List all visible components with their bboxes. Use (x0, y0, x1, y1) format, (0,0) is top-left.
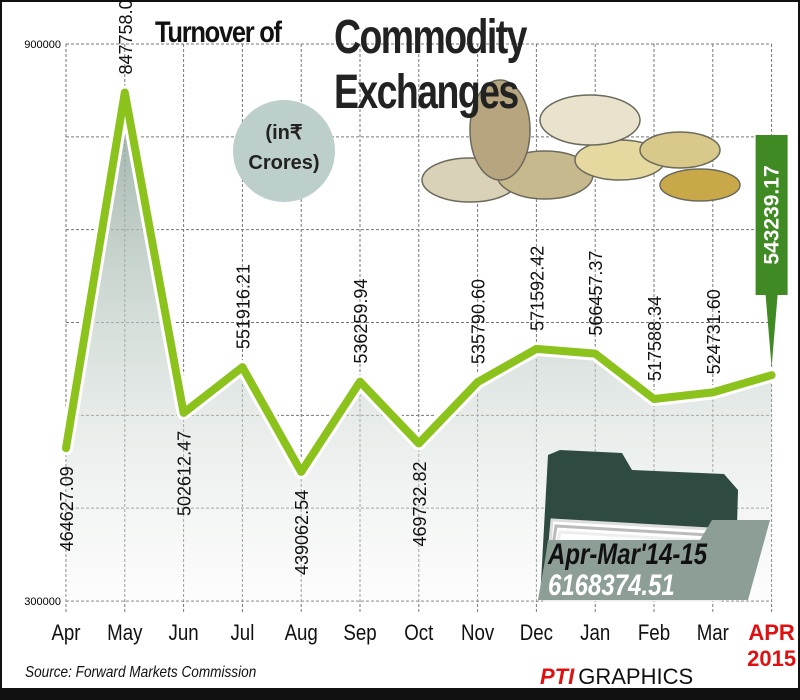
x-tick-label: Oct (404, 622, 433, 646)
value-badge-pointer (765, 295, 778, 368)
pti-logo: PTI (540, 664, 575, 689)
y-tick-label: 900000 (24, 39, 61, 51)
summary-total: 6168374.51 (548, 567, 675, 601)
y-tick-label: 300000 (24, 596, 61, 608)
value-label: 502612.47 (175, 431, 195, 516)
value-label: 464627.09 (57, 466, 77, 551)
data-point (593, 351, 598, 356)
unit-line2: Crores) (248, 152, 320, 174)
grain-bowl (639, 131, 721, 169)
data-point (416, 441, 421, 446)
title-part2: Commodity Exchanges (334, 11, 527, 119)
value-label: 469732.82 (410, 461, 430, 546)
value-label: 535790.60 (469, 279, 489, 364)
value-label: 517588.34 (645, 296, 665, 381)
grains-illustration (421, 79, 741, 203)
data-point (710, 390, 715, 395)
x-tick-label: Jun (169, 622, 199, 646)
data-point (122, 90, 127, 95)
data-point (534, 346, 539, 351)
x-tick-label: Jan (580, 622, 610, 646)
value-label: 524731.60 (704, 289, 724, 374)
value-label: 847758.04 (116, 0, 136, 74)
data-point (475, 380, 480, 385)
grain-bowl (539, 94, 641, 146)
data-point (299, 469, 304, 474)
x-tick-label: Nov (461, 622, 495, 646)
data-point (652, 397, 656, 402)
credit-text: GRAPHICS (578, 664, 694, 689)
x-tick-label: Apr (51, 622, 80, 646)
unit-line1: (in₹ (265, 122, 303, 144)
summary-period: Apr-Mar'14-15 (547, 536, 708, 570)
value-label: 551916.21 (233, 264, 253, 349)
source-note: Source: Forward Markets Commission (25, 664, 257, 681)
x-tick-label: APR (748, 620, 795, 645)
value-label: 543239.17 (761, 165, 784, 264)
x-tick-label: Dec (520, 622, 553, 646)
value-label: 536259.94 (351, 279, 371, 364)
data-point (64, 446, 68, 451)
folder-front (538, 520, 770, 600)
x-tick-label: Mar (697, 622, 729, 646)
grain-bowl (469, 79, 531, 181)
data-point (240, 365, 245, 370)
x-tick-label: Jul (230, 622, 254, 646)
value-label: 571592.42 (527, 246, 547, 331)
data-point (769, 373, 774, 378)
credit: PTI GRAPHICS (540, 664, 693, 690)
value-label: 566457.37 (586, 251, 606, 336)
x-tick-label: May (107, 622, 143, 646)
data-point (181, 410, 186, 415)
x-tick-label: 2015 (747, 646, 796, 671)
x-tick-label: Aug (285, 622, 318, 646)
unit-badge: (in₹ Crores) (233, 100, 335, 202)
x-tick-label: Feb (638, 622, 670, 646)
title-part1: Turnover of (155, 16, 282, 49)
value-badge (755, 135, 788, 295)
value-label: 439062.54 (292, 490, 312, 575)
data-point (358, 379, 362, 384)
grain-bowl (659, 168, 741, 202)
x-tick-label: Sep (343, 622, 376, 646)
